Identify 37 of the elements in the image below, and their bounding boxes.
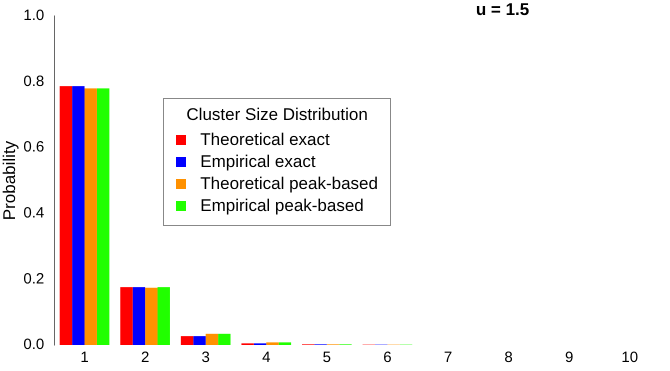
legend-label: Empirical exact	[200, 151, 316, 174]
legend-label: Empirical peak-based	[200, 195, 364, 218]
x-tick-label: 7	[444, 349, 452, 366]
bar	[180, 336, 194, 345]
x-tick-label: 2	[140, 349, 150, 366]
legend-label: Theoretical exact	[200, 129, 330, 152]
chart-title: u = 1.5	[476, 0, 530, 20]
bar	[120, 287, 133, 345]
bar	[218, 334, 231, 345]
bar	[278, 342, 292, 345]
y-tick-label: 0.8	[23, 72, 44, 90]
y-tick-label: 0.2	[23, 270, 44, 288]
y-axis-title: Probability	[0, 140, 19, 220]
y-tick-label: 0.0	[23, 336, 44, 354]
bar	[193, 336, 206, 345]
x-tick-label: 4	[262, 349, 270, 366]
bar	[158, 287, 170, 345]
x-tick-label: 3	[202, 349, 210, 366]
bar	[132, 287, 146, 345]
bar	[84, 88, 97, 345]
x-tick-label: 9	[564, 349, 574, 366]
bar	[96, 88, 110, 345]
x-tick-label: 8	[504, 349, 513, 366]
x-tick-label: 1	[80, 349, 89, 366]
x-tick-label: 10	[621, 349, 638, 366]
x-tick-label: 5	[322, 349, 332, 366]
bar	[266, 342, 279, 345]
bar	[60, 86, 72, 345]
y-tick-label: 0.4	[23, 204, 44, 222]
bar	[72, 86, 85, 345]
y-tick-label: 1.0	[23, 7, 44, 24]
bar	[145, 288, 158, 345]
bar	[206, 334, 218, 345]
legend-title: Cluster Size Distribution	[185, 105, 369, 126]
y-tick-label: 0.6	[23, 138, 44, 156]
legend-label: Theoretical peak-based	[200, 173, 378, 196]
x-tick-label: 6	[383, 349, 392, 366]
